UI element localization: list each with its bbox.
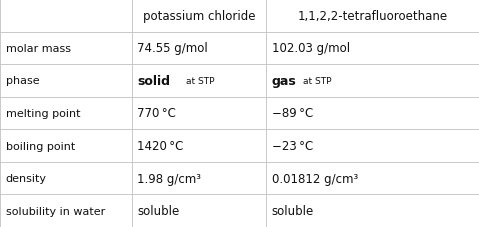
Text: potassium chloride: potassium chloride <box>143 10 255 23</box>
Text: 1.98 g/cm³: 1.98 g/cm³ <box>137 172 202 185</box>
Text: 770 °C: 770 °C <box>137 107 176 120</box>
Text: 102.03 g/mol: 102.03 g/mol <box>272 42 350 55</box>
Text: molar mass: molar mass <box>6 44 71 54</box>
Text: −89 °C: −89 °C <box>272 107 313 120</box>
Text: −23 °C: −23 °C <box>272 139 313 152</box>
Text: at STP: at STP <box>303 76 331 86</box>
Text: melting point: melting point <box>6 109 80 118</box>
Text: gas: gas <box>272 75 297 88</box>
Text: soluble: soluble <box>137 204 180 217</box>
Text: solubility in water: solubility in water <box>6 206 105 216</box>
Text: phase: phase <box>6 76 39 86</box>
Text: 1,1,2,2-tetrafluoroethane: 1,1,2,2-tetrafluoroethane <box>297 10 447 23</box>
Text: solid: solid <box>137 75 171 88</box>
Text: 0.01812 g/cm³: 0.01812 g/cm³ <box>272 172 358 185</box>
Text: density: density <box>6 173 47 183</box>
Text: boiling point: boiling point <box>6 141 75 151</box>
Text: soluble: soluble <box>272 204 314 217</box>
Text: at STP: at STP <box>186 76 215 86</box>
Text: 74.55 g/mol: 74.55 g/mol <box>137 42 208 55</box>
Text: 1420 °C: 1420 °C <box>137 139 184 152</box>
